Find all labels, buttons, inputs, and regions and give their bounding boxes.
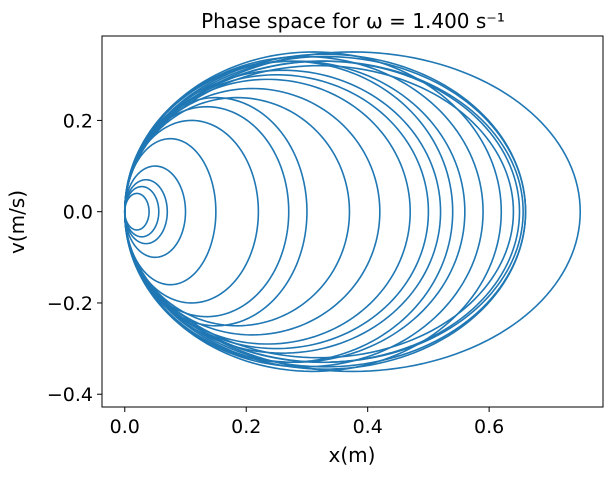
y-axis-ticks: 0.2 0.0 −0.2 −0.4 [47, 110, 102, 406]
trajectory-orbit-8 [123, 55, 484, 368]
y-tick-label: 0.2 [63, 110, 93, 132]
trajectory-orbit-18 [123, 119, 260, 304]
y-tick-label: 0.0 [63, 202, 93, 224]
x-tick-label: 0.4 [353, 416, 383, 438]
trajectory-orbit-1 [123, 51, 582, 373]
trajectory-orbit-20 [123, 165, 187, 259]
trajectory-orbit-10 [123, 60, 454, 364]
x-tick-label: 0.2 [231, 416, 261, 438]
plot-frame [101, 35, 604, 408]
trajectory-series [123, 51, 582, 373]
x-tick-label: 0.6 [474, 416, 504, 438]
y-axis-label: v(m/s) [5, 190, 29, 254]
x-axis-ticks: 0.0 0.2 0.4 0.6 [110, 407, 504, 438]
x-tick-label: 0.0 [110, 416, 140, 438]
y-tick-label: −0.2 [47, 293, 93, 315]
trajectory-orbit-16 [123, 96, 308, 327]
trajectory-orbit-17 [123, 105, 290, 318]
trajectory-orbit-19 [123, 137, 217, 286]
x-axis-label: x(m) [329, 443, 376, 467]
y-tick-label: −0.4 [47, 384, 93, 406]
trajectory-orbit-6 [123, 64, 515, 359]
chart-title: Phase space for ω = 1.400 s⁻¹ [201, 9, 505, 33]
trajectory-orbit-21 [123, 178, 169, 245]
trajectory-orbit-23 [123, 192, 150, 231]
